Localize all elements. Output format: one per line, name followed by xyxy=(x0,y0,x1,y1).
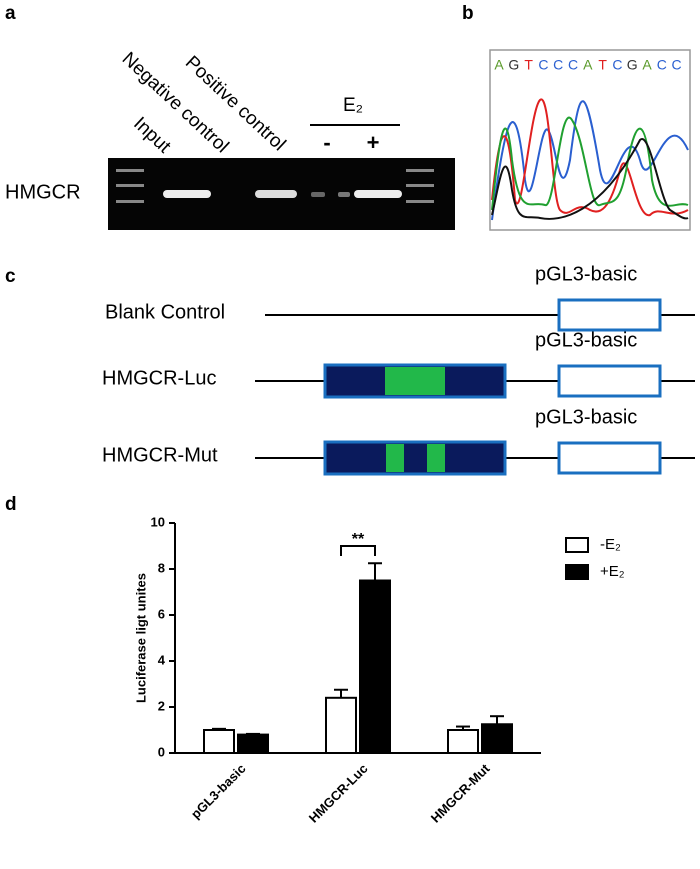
bar xyxy=(359,579,391,754)
base: G xyxy=(627,57,638,73)
site xyxy=(427,444,445,472)
row-label: HMGCR xyxy=(5,181,81,203)
base: A xyxy=(494,57,504,73)
annotation: ** xyxy=(352,531,365,548)
panel-label: b xyxy=(462,3,474,24)
base: C xyxy=(612,57,622,73)
x-tick-label: HMGCR-Mut xyxy=(428,760,493,825)
base: C xyxy=(657,57,667,73)
y-axis-label: Luciferase ligt unites xyxy=(133,573,148,703)
vector-label: pGL3-basic xyxy=(535,263,637,285)
base: C xyxy=(672,57,682,73)
y-tick-label: 8 xyxy=(158,560,165,575)
vector-box xyxy=(557,441,662,475)
y-tick-label: 4 xyxy=(158,652,166,667)
y-tick-label: 0 xyxy=(158,744,165,759)
x-tick-label: HMGCR-Luc xyxy=(306,761,371,826)
y-tick-label: 2 xyxy=(158,698,165,713)
bands xyxy=(163,190,402,198)
bar xyxy=(447,729,479,754)
vector-label: pGL3-basic xyxy=(535,329,637,351)
y-tick-label: 10 xyxy=(151,514,165,529)
site xyxy=(385,367,445,395)
bar xyxy=(481,723,513,754)
panel-label: d xyxy=(5,494,17,515)
significance-bracket xyxy=(340,545,376,556)
base: C xyxy=(568,57,578,73)
treatment-label: E₂ xyxy=(343,95,363,116)
sign: - xyxy=(323,130,330,155)
sign: + xyxy=(367,130,380,155)
legend-label: -E₂ xyxy=(600,536,621,553)
bar xyxy=(237,733,269,754)
base: T xyxy=(598,57,607,73)
vector-label: pGL3-basic xyxy=(535,406,637,428)
base: C xyxy=(538,57,548,73)
base: T xyxy=(524,57,533,73)
bar xyxy=(203,729,235,754)
base: C xyxy=(553,57,563,73)
legend-swatch xyxy=(565,564,589,580)
bar xyxy=(325,696,357,754)
construct-name: Blank Control xyxy=(105,301,225,323)
base: G xyxy=(508,57,519,73)
panel-label: a xyxy=(5,3,16,24)
panel-label: c xyxy=(5,266,16,287)
construct-name: HMGCR-Luc xyxy=(102,367,216,389)
lane-label: Positive control xyxy=(181,52,290,155)
x-tick-label: pGL3-basic xyxy=(188,761,249,822)
lane-label: Negative control xyxy=(118,48,233,157)
promoter-box xyxy=(323,440,507,476)
ladder xyxy=(116,169,434,203)
legend-label: +E₂ xyxy=(600,563,625,580)
base: A xyxy=(642,57,652,73)
site xyxy=(386,444,404,472)
construct-name: HMGCR-Mut xyxy=(102,444,218,466)
legend-swatch xyxy=(565,537,589,553)
y-tick-label: 6 xyxy=(158,606,165,621)
vector-box xyxy=(557,298,662,332)
traces xyxy=(491,98,689,221)
vector-box xyxy=(557,364,662,398)
lane-label: Input xyxy=(129,113,175,158)
base: A xyxy=(583,57,593,73)
